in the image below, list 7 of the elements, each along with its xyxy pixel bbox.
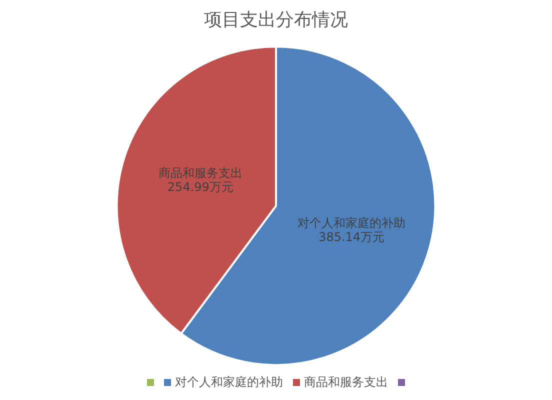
chart-title: 项目支出分布情况 (204, 9, 348, 30)
slice-label: 对个人和家庭的补助 (298, 216, 406, 230)
legend-label: 商品和服务支出 (304, 374, 388, 390)
slice-label: 商品和服务支出 (158, 166, 242, 180)
data-label: 254.99万元 (167, 180, 234, 194)
data-label: 385.14万元 (318, 230, 385, 244)
legend-label: 对个人和家庭的补助 (175, 374, 283, 390)
